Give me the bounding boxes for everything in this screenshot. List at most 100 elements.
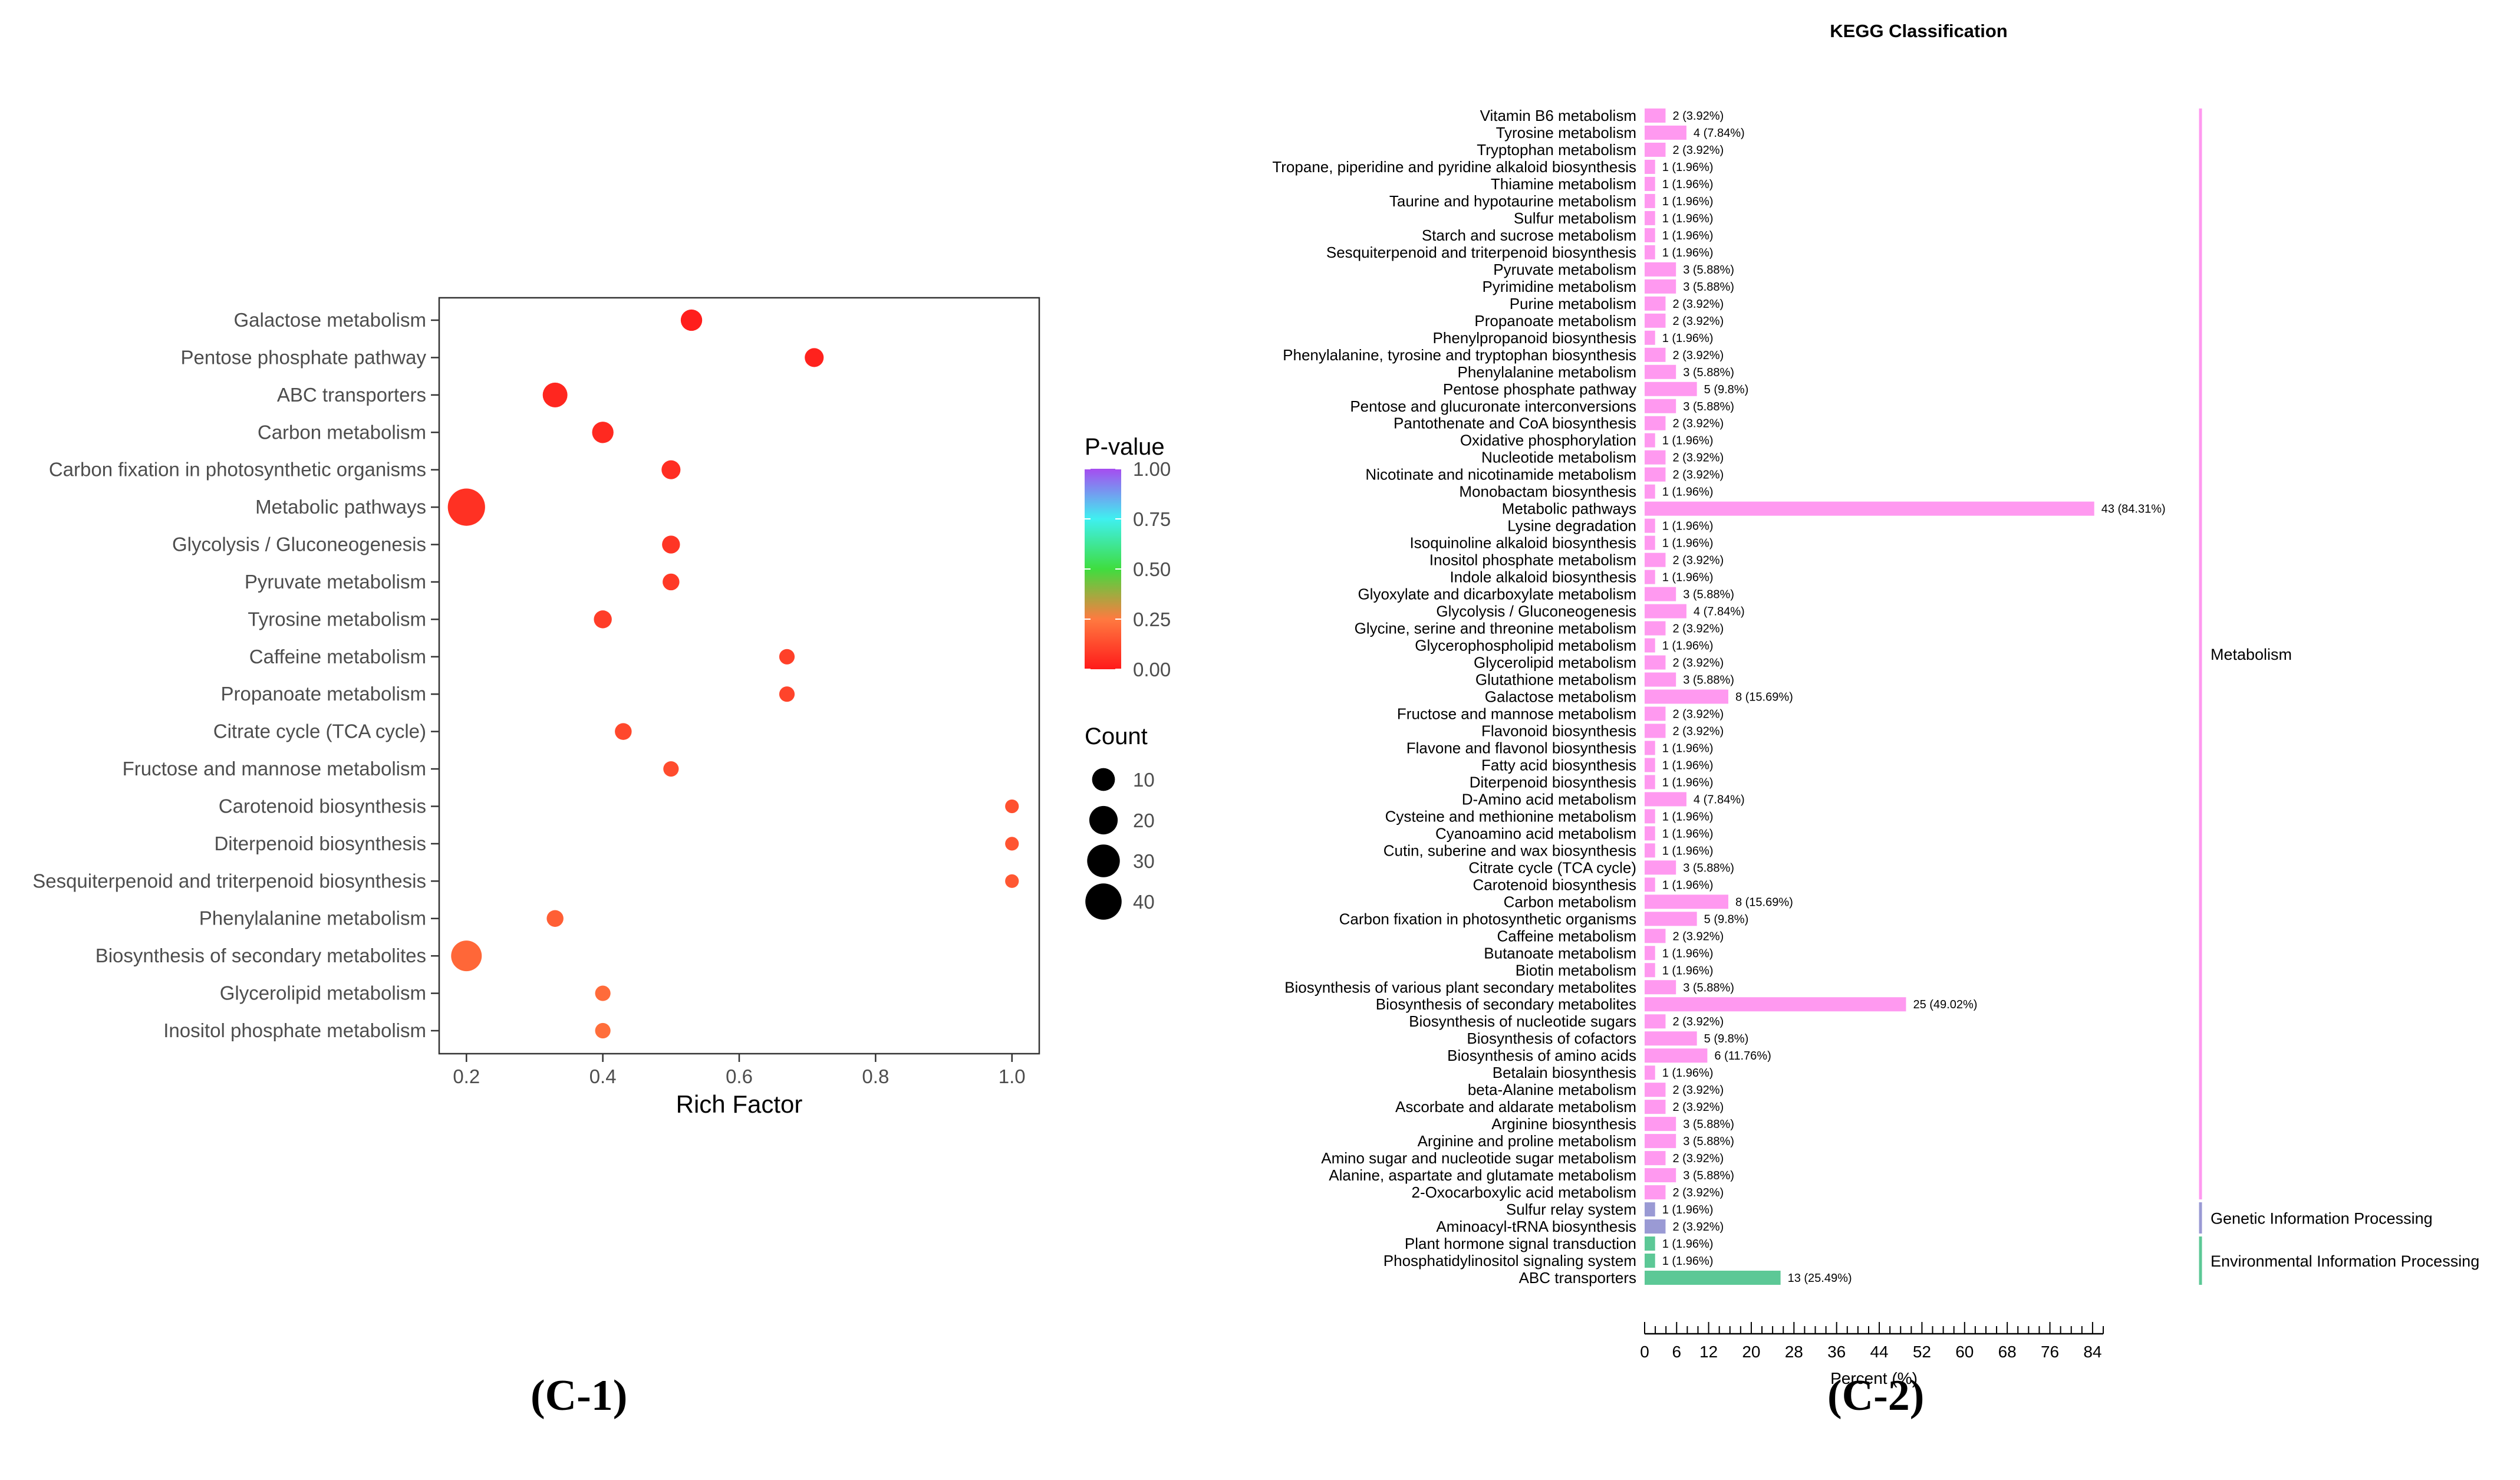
bar-value-label: 1 (1.96%) (1662, 571, 1714, 584)
bar-value-label: 1 (1.96%) (1662, 195, 1714, 208)
bar-value-label: 3 (5.88%) (1683, 1135, 1734, 1148)
x-tick-label: 60 (1955, 1343, 1974, 1361)
y-tick-label: Carbon metabolism (258, 421, 426, 443)
size-legend-label: 40 (1133, 891, 1155, 913)
bar-category-label: Carbon fixation in photosynthetic organi… (1339, 910, 1636, 928)
bar (1645, 775, 1655, 790)
bar-category-label: Biosynthesis of cofactors (1467, 1030, 1636, 1047)
bar (1645, 1014, 1666, 1029)
bar-category-label: Ascorbate and aldarate metabolism (1395, 1098, 1636, 1116)
data-point (594, 610, 612, 629)
x-axis-label: Percent (%) (1830, 1369, 1918, 1387)
bar-value-label: 1 (1.96%) (1662, 776, 1714, 789)
bar-value-label: 1 (1.96%) (1662, 742, 1714, 755)
y-tick-label: Inositol phosphate metabolism (163, 1019, 426, 1041)
bar-value-label: 1 (1.96%) (1662, 332, 1714, 345)
bar-value-label: 1 (1.96%) (1662, 435, 1714, 448)
bar-value-label: 2 (3.92%) (1672, 452, 1724, 465)
bar-category-label: Carbon metabolism (1504, 893, 1636, 910)
bar (1645, 621, 1666, 636)
bar-value-label: 43 (84.31%) (2101, 503, 2166, 516)
bar-value-label: 1 (1.96%) (1662, 486, 1714, 499)
bar-category-label: Vitamin B6 metabolism (1480, 107, 1636, 124)
bar (1645, 450, 1666, 465)
data-point (615, 723, 632, 740)
bar-value-label: 25 (49.02%) (1913, 998, 1977, 1011)
bar (1645, 381, 1697, 396)
bar-category-label: Glycine, serine and threonine metabolism (1355, 620, 1636, 637)
bar (1645, 416, 1666, 430)
bar-category-label: Amino sugar and nucleotide sugar metabol… (1321, 1149, 1636, 1167)
bar-value-label: 2 (3.92%) (1672, 930, 1724, 943)
bar (1645, 997, 1906, 1012)
bar-category-label: Pantothenate and CoA biosynthesis (1394, 415, 1636, 432)
bar (1645, 211, 1655, 225)
bar-category-label: Galactose metabolism (1485, 688, 1636, 706)
bar-value-label: 3 (5.88%) (1683, 264, 1734, 277)
bar (1645, 604, 1686, 619)
bar (1645, 176, 1655, 191)
bar (1645, 638, 1655, 653)
size-legend-label: 10 (1133, 769, 1155, 791)
data-point (663, 573, 680, 591)
x-tick-label: 12 (1699, 1343, 1718, 1361)
bar-value-label: 1 (1.96%) (1662, 947, 1714, 960)
bar-category-label: Diterpenoid biosynthesis (1470, 773, 1636, 791)
bar-category-label: D-Amino acid metabolism (1462, 790, 1636, 808)
bar-category-label: Sulfur metabolism (1514, 209, 1636, 227)
bar-category-label: Nucleotide metabolism (1481, 449, 1636, 466)
bar (1645, 1236, 1655, 1251)
bar (1645, 467, 1666, 482)
bar-value-label: 3 (5.88%) (1683, 674, 1734, 687)
bar-category-label: Phenylalanine, tyrosine and tryptophan b… (1283, 346, 1636, 364)
x-tick-label: 76 (2041, 1343, 2059, 1361)
bar (1645, 843, 1655, 858)
bar (1645, 655, 1666, 670)
bar-value-label: 1 (1.96%) (1662, 520, 1714, 533)
bar (1645, 433, 1655, 448)
bar (1645, 1271, 1781, 1285)
bar (1645, 912, 1697, 926)
bar-value-label: 1 (1.96%) (1662, 844, 1714, 857)
color-legend-title: P-value (1085, 434, 1165, 460)
bar-value-label: 1 (1.96%) (1662, 246, 1714, 259)
bar (1645, 552, 1666, 567)
x-tick-label: 0.2 (453, 1065, 480, 1087)
y-tick-label: Citrate cycle (TCA cycle) (213, 721, 426, 742)
bar (1645, 672, 1676, 687)
bar (1645, 1065, 1655, 1080)
bar-category-label: Tyrosine metabolism (1496, 124, 1636, 142)
bar-value-label: 2 (3.92%) (1672, 657, 1724, 670)
bar-value-label: 3 (5.88%) (1683, 366, 1734, 379)
bar (1645, 313, 1666, 328)
bar (1645, 860, 1676, 875)
bar-category-label: Metabolic pathways (1502, 500, 1636, 518)
bar (1645, 159, 1655, 174)
bar-category-label: Nicotinate and nicotinamide metabolism (1365, 466, 1636, 484)
bar-value-label: 2 (3.92%) (1672, 417, 1724, 430)
bar-category-label: Phosphatidylinositol signaling system (1383, 1252, 1636, 1269)
group-label: Genetic Information Processing (2211, 1210, 2433, 1228)
plot-frame (438, 297, 1040, 1055)
y-tick-label: Propanoate metabolism (220, 683, 426, 705)
y-tick-label: Glycolysis / Gluconeogenesis (172, 534, 426, 555)
bar-category-label: Fatty acid biosynthesis (1481, 756, 1636, 774)
bar-value-label: 2 (3.92%) (1672, 298, 1724, 311)
bar-category-label: Inositol phosphate metabolism (1429, 551, 1636, 569)
data-point (779, 686, 795, 702)
bar-category-label: Glycerophospholipid metabolism (1415, 637, 1636, 655)
bar-category-label: ABC transporters (1519, 1269, 1636, 1287)
data-point (595, 1022, 611, 1039)
bar-value-label: 2 (3.92%) (1672, 623, 1724, 636)
bar-category-label: Biosynthesis of various plant secondary … (1284, 978, 1636, 996)
bar (1645, 1151, 1666, 1166)
bar-value-label: 1 (1.96%) (1662, 810, 1714, 823)
bar-value-label: 3 (5.88%) (1683, 400, 1734, 413)
x-axis-label: Rich Factor (676, 1090, 803, 1118)
bar-category-label: Butanoate metabolism (1484, 944, 1636, 962)
size-legend-point (1092, 768, 1115, 791)
bar (1645, 245, 1655, 259)
bar-category-label: Carotenoid biosynthesis (1473, 876, 1637, 893)
bar (1645, 1168, 1676, 1183)
x-tick-label: 6 (1672, 1343, 1681, 1361)
